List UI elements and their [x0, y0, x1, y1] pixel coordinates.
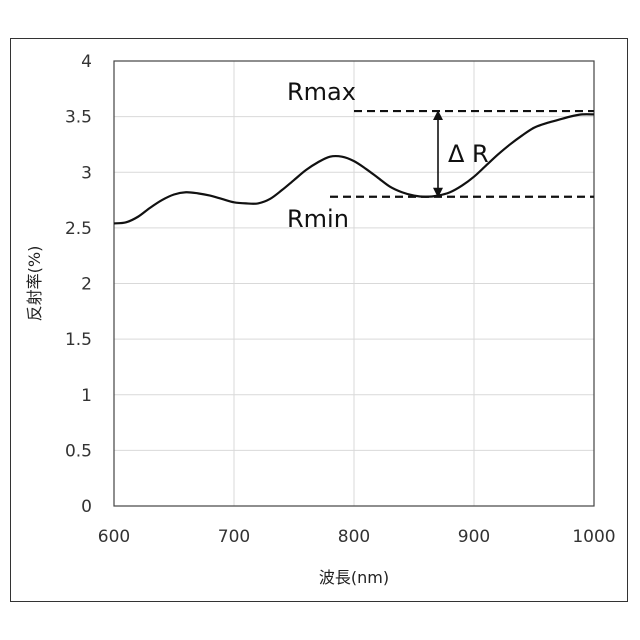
x-tick-label: 600	[98, 527, 130, 547]
x-tick-label: 700	[218, 527, 250, 547]
y-tick-label: 3	[81, 163, 92, 183]
y-tick-label: 1.5	[65, 330, 92, 350]
x-tick-label: 900	[458, 527, 490, 547]
y-tick-label: 4	[81, 52, 92, 72]
x-axis-title: 波長(nm)	[319, 568, 389, 587]
x-tick-label: 1000	[572, 527, 615, 547]
grid-lines	[114, 61, 594, 506]
y-tick-label: 2.5	[65, 219, 92, 239]
y-tick-label: 2	[81, 275, 92, 295]
x-tick-label: 800	[338, 527, 370, 547]
x-tick-labels: 600 700 800 900 1000	[98, 527, 616, 547]
y-tick-label: 1	[81, 386, 92, 406]
y-tick-labels: 0 0.5 1 1.5 2 2.5 3 3.5 4	[65, 52, 92, 517]
y-tick-label: 0	[81, 497, 92, 517]
y-axis-title: 反射率(%)	[25, 246, 44, 322]
rmin-label: Rmin	[287, 205, 349, 233]
delta-r-label: Δ R	[448, 140, 489, 168]
y-tick-label: 0.5	[65, 441, 92, 461]
y-tick-label: 3.5	[65, 108, 92, 128]
rmax-label: Rmax	[287, 78, 356, 106]
